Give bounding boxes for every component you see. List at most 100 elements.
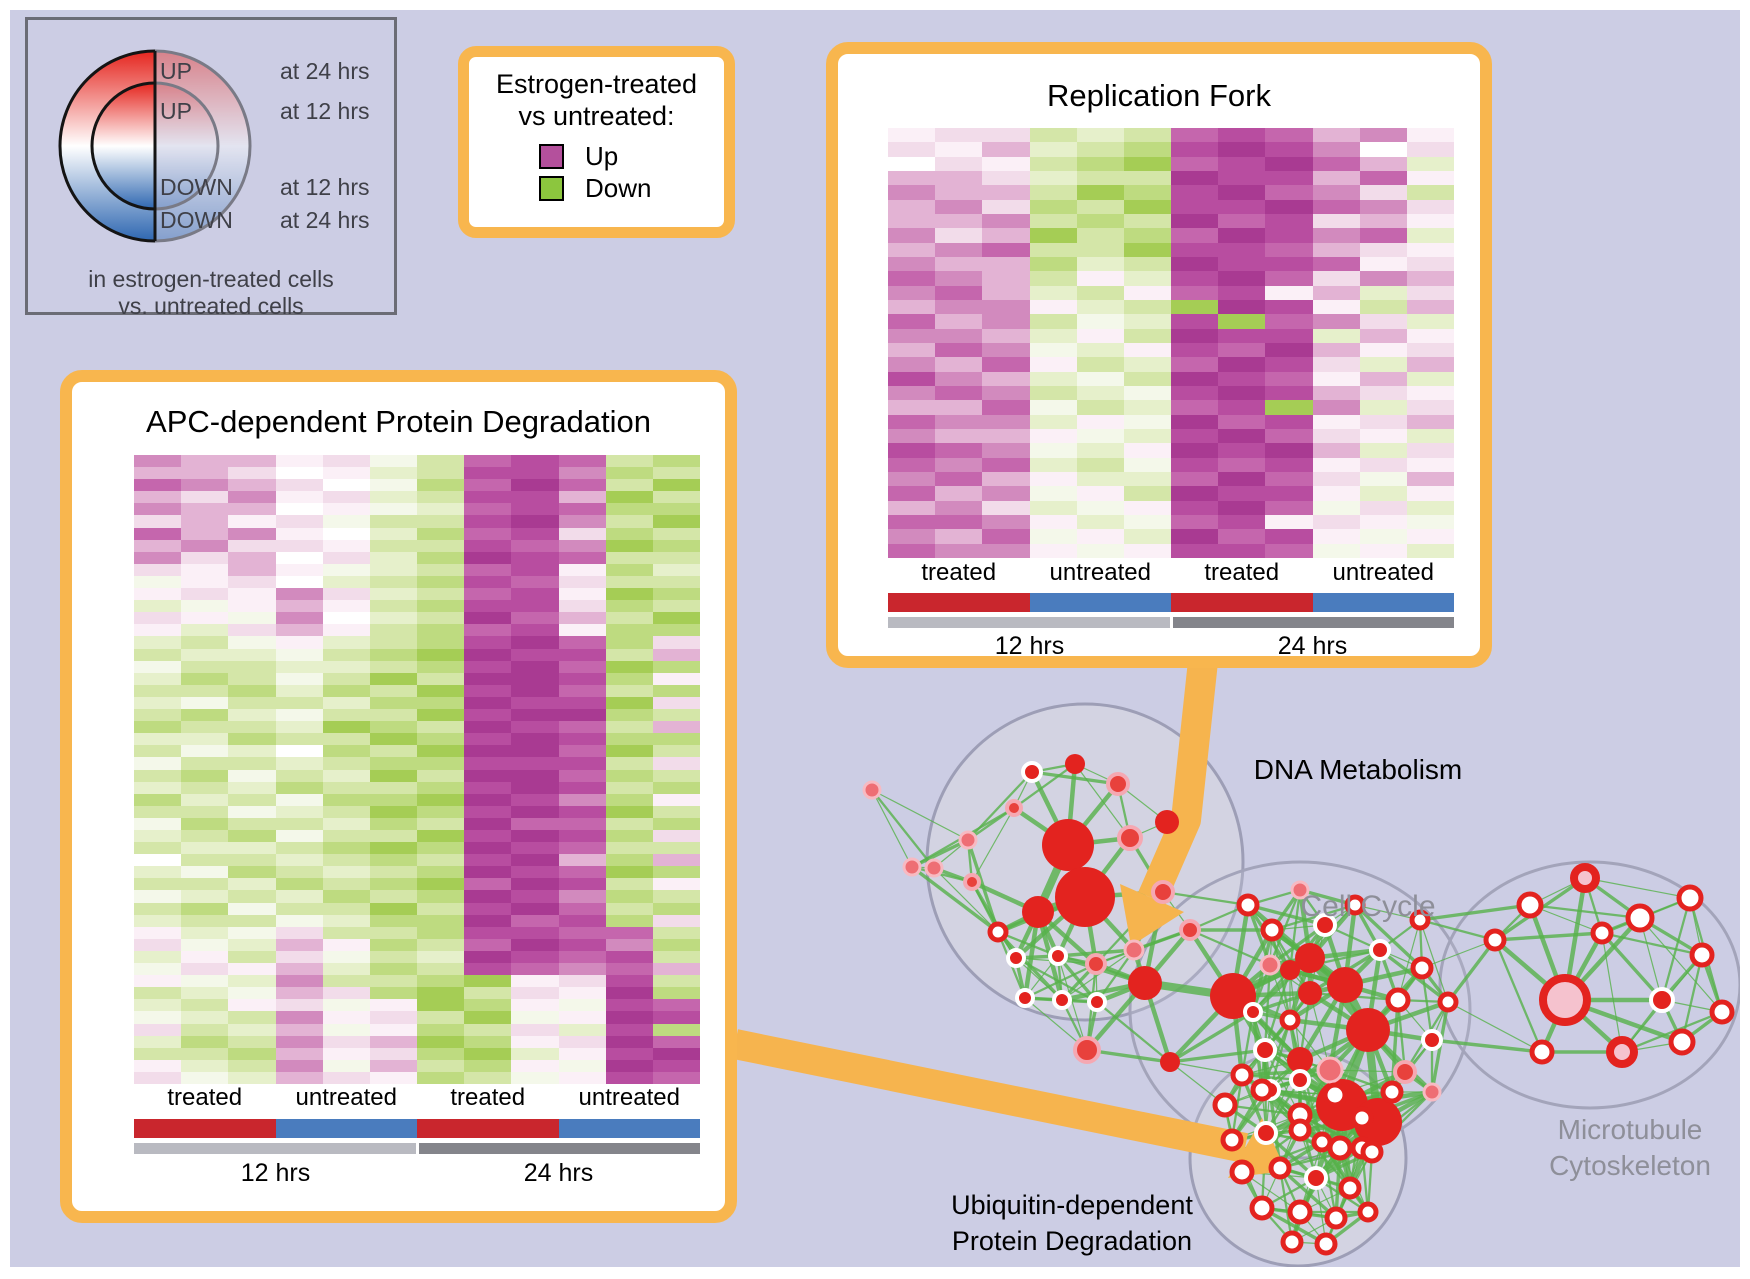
gene-node bbox=[1022, 896, 1054, 928]
heatmap-cell bbox=[1312, 400, 1360, 415]
heatmap-cell bbox=[228, 1023, 276, 1036]
heatmap-cell bbox=[888, 471, 936, 487]
heatmap-cell bbox=[275, 745, 323, 758]
heatmap-cell bbox=[275, 926, 323, 939]
heatmap-cell bbox=[1312, 314, 1360, 329]
heatmap-cell bbox=[1265, 256, 1313, 272]
gene-node bbox=[1590, 921, 1614, 945]
heatmap-cell bbox=[322, 515, 370, 528]
heatmap-cell bbox=[181, 938, 229, 951]
network-edge bbox=[910, 865, 1000, 934]
apc-degradation-box: APC-dependent Protein Degradation treate… bbox=[60, 370, 737, 1223]
callout-arrow-shaft-1 bbox=[732, 1029, 1248, 1163]
heatmap-cell bbox=[1406, 170, 1454, 186]
heatmap-cell bbox=[982, 256, 1030, 272]
heatmap-cell bbox=[181, 600, 229, 613]
heatmap-cell bbox=[228, 854, 276, 867]
heatmap-cell bbox=[652, 1023, 700, 1036]
heatmap-cell bbox=[181, 709, 229, 722]
heatmap-cell bbox=[1171, 414, 1219, 429]
untreated-bar bbox=[558, 1119, 700, 1138]
heatmap-cell bbox=[134, 455, 182, 468]
heatmap-cell bbox=[417, 491, 465, 504]
heatmap-cell bbox=[1312, 357, 1360, 372]
heatmap-cell bbox=[511, 503, 559, 516]
heatmap-cell bbox=[322, 563, 370, 576]
heatmap-cell bbox=[275, 999, 323, 1012]
heatmap-cell bbox=[558, 588, 606, 601]
heatmap-cell bbox=[134, 503, 182, 516]
heatmap-cell bbox=[1406, 256, 1454, 272]
heatmap-cell bbox=[558, 551, 606, 564]
heatmap-cell bbox=[134, 563, 182, 576]
time-label-12hrs: 12 hrs bbox=[240, 1159, 311, 1187]
ring-direction-label: UP bbox=[160, 58, 192, 84]
bar-12hrs bbox=[888, 617, 1170, 628]
heatmap-cell bbox=[417, 757, 465, 770]
heatmap-cell bbox=[888, 514, 936, 530]
heatmap-cell bbox=[1029, 328, 1077, 343]
heatmap-cell bbox=[275, 684, 323, 697]
heatmap-cell bbox=[1265, 213, 1313, 229]
heatmap-cell bbox=[982, 299, 1030, 315]
heatmap-cell bbox=[464, 938, 512, 951]
heatmap-cell bbox=[1029, 170, 1077, 186]
heatmap-cell bbox=[275, 866, 323, 879]
gene-node bbox=[1254, 1121, 1278, 1145]
heatmap-cell bbox=[181, 660, 229, 673]
heatmap-cell bbox=[275, 624, 323, 637]
heatmap-cell bbox=[1076, 228, 1124, 243]
heatmap-cell bbox=[511, 721, 559, 734]
heatmap-cell bbox=[605, 938, 653, 951]
heatmap-cell bbox=[652, 527, 700, 540]
heatmap-cell bbox=[1076, 500, 1124, 515]
heatmap-cell bbox=[275, 975, 323, 988]
heatmap-cell bbox=[228, 999, 276, 1012]
heatmap-cell bbox=[181, 987, 229, 1000]
heatmap-cell bbox=[1171, 199, 1219, 214]
network-edge bbox=[1263, 969, 1292, 1051]
heatmap-cell bbox=[1123, 357, 1171, 372]
heatmap-cell bbox=[605, 612, 653, 625]
heatmap-cell bbox=[1123, 486, 1171, 501]
heatmap-cell bbox=[322, 890, 370, 903]
heatmap-cell bbox=[134, 1047, 182, 1060]
gene-node bbox=[1065, 754, 1085, 774]
heatmap-cell bbox=[1406, 357, 1454, 372]
gene-node bbox=[1212, 1092, 1238, 1118]
heatmap-cell bbox=[1406, 328, 1454, 343]
heatmap-cell bbox=[558, 987, 606, 1000]
heatmap-cell bbox=[558, 926, 606, 939]
heatmap-cell bbox=[228, 769, 276, 782]
heatmap-cell bbox=[134, 733, 182, 746]
gene-node bbox=[1393, 1060, 1417, 1084]
heatmap-cell bbox=[464, 527, 512, 540]
heatmap-cell bbox=[982, 199, 1030, 214]
heatmap-cell bbox=[982, 342, 1030, 358]
heatmap-cell bbox=[228, 963, 276, 976]
heatmap-cell bbox=[1123, 428, 1171, 444]
heatmap-cell bbox=[1406, 185, 1454, 200]
heatmap-cell bbox=[369, 1059, 417, 1072]
heatmap-cell bbox=[558, 999, 606, 1012]
heatmap-cell bbox=[558, 975, 606, 988]
heatmap-cell bbox=[1359, 213, 1407, 229]
gene-node bbox=[1422, 1082, 1442, 1102]
heatmap-cell bbox=[134, 914, 182, 927]
heatmap-cell bbox=[134, 636, 182, 649]
heatmap-cell bbox=[322, 733, 370, 746]
heatmap-cell bbox=[511, 914, 559, 927]
heatmap-cell bbox=[1029, 486, 1077, 501]
gene-node bbox=[1287, 1199, 1313, 1225]
heatmap-cell bbox=[1218, 299, 1266, 315]
heatmap-cell bbox=[134, 588, 182, 601]
heatmap-cell bbox=[181, 455, 229, 468]
heatmap-cell bbox=[1171, 529, 1219, 544]
heatmap-cell bbox=[322, 842, 370, 855]
heatmap-cell bbox=[369, 878, 417, 891]
heatmap-cell bbox=[1265, 457, 1313, 472]
heatmap-cell bbox=[1076, 342, 1124, 358]
heatmap-cell bbox=[935, 457, 983, 472]
heatmap-cell bbox=[369, 515, 417, 528]
heatmap-cell bbox=[652, 745, 700, 758]
